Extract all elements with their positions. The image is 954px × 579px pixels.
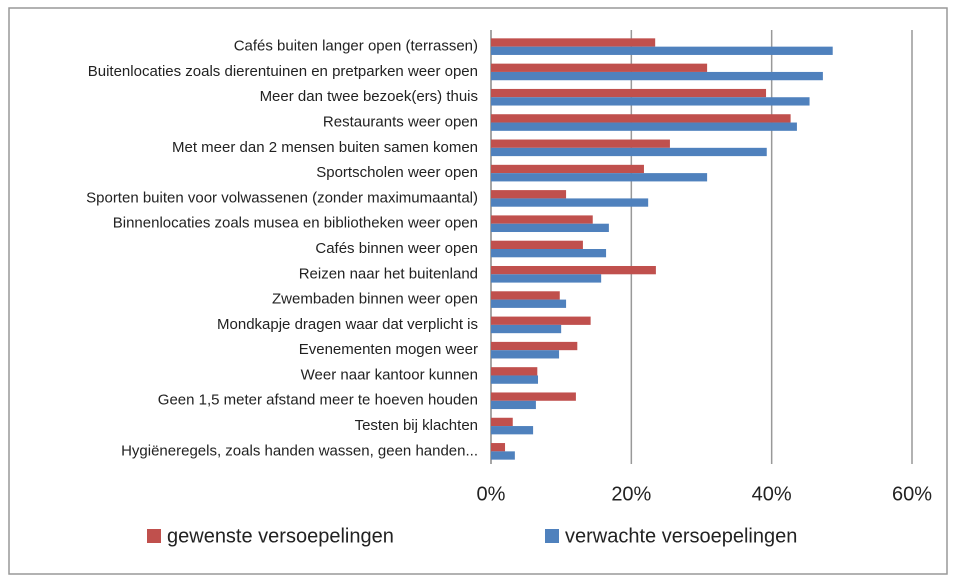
bar xyxy=(491,417,513,427)
bar xyxy=(491,38,656,47)
legend-swatch xyxy=(147,529,161,543)
y-tick-label: Cafés binnen weer open xyxy=(315,240,478,257)
bar xyxy=(491,97,810,106)
bar xyxy=(491,147,767,157)
bar xyxy=(491,249,607,258)
y-tick-label: Sportscholen weer open xyxy=(316,164,478,181)
x-tick-label: 0% xyxy=(477,483,506,505)
y-tick-label: Reizen naar het buitenland xyxy=(299,265,478,282)
bar xyxy=(491,190,567,199)
bar xyxy=(491,88,767,98)
bar xyxy=(491,443,506,452)
bar xyxy=(491,274,602,283)
y-tick-label: Zwembaden binnen weer open xyxy=(272,291,478,308)
y-tick-label: Cafés buiten langer open (terrassen) xyxy=(234,38,478,55)
y-tick-label: Geen 1,5 meter afstand meer te hoeven ho… xyxy=(158,392,478,409)
bar xyxy=(491,46,833,55)
y-tick-label: Evenementen mogen weer xyxy=(299,341,478,358)
y-tick-label: Buitenlocaties zoals dierentuinen en pre… xyxy=(88,63,478,80)
bar xyxy=(491,71,823,81)
bar xyxy=(491,240,583,249)
y-tick-label: Sporten buiten voor volwassenen (zonder … xyxy=(86,189,478,206)
bar xyxy=(491,341,578,351)
bar xyxy=(491,426,534,435)
legend-swatch xyxy=(545,529,559,543)
y-tick-label: Meer dan twee bezoek(ers) thuis xyxy=(260,88,478,105)
bar xyxy=(491,350,560,359)
legend-label: verwachte versoepelingen xyxy=(565,525,797,547)
bar xyxy=(491,164,644,174)
x-tick-label: 60% xyxy=(892,483,932,505)
bar xyxy=(491,173,708,182)
bar xyxy=(491,400,536,410)
bar xyxy=(491,265,656,275)
bar xyxy=(491,223,609,233)
y-tick-label: Weer naar kantoor kunnen xyxy=(301,366,478,383)
bar xyxy=(491,324,562,334)
x-tick-label: 20% xyxy=(611,483,651,505)
bar xyxy=(491,367,538,376)
y-tick-label: Hygiëneregels, zoals handen wassen, geen… xyxy=(121,442,478,459)
legend-label: gewenste versoepelingen xyxy=(167,525,394,547)
bar xyxy=(491,299,567,308)
bar xyxy=(491,139,670,148)
bar xyxy=(491,198,649,207)
bar xyxy=(491,291,560,300)
y-tick-label: Met meer dan 2 mensen buiten samen komen xyxy=(172,139,478,156)
bar xyxy=(491,63,708,72)
bar xyxy=(491,375,539,384)
y-tick-label: Binnenlocaties zoals musea en bibliothek… xyxy=(113,215,478,232)
bar xyxy=(491,451,515,460)
y-tick-label: Mondkapje dragen waar dat verplicht is xyxy=(217,316,478,333)
y-tick-label: Restaurants weer open xyxy=(323,113,478,130)
y-tick-label: Testen bij klachten xyxy=(355,417,478,434)
bar xyxy=(491,392,576,401)
bar xyxy=(491,122,797,131)
bar xyxy=(491,215,593,224)
bar xyxy=(491,316,591,325)
bar xyxy=(491,114,791,123)
x-tick-label: 40% xyxy=(752,483,792,505)
